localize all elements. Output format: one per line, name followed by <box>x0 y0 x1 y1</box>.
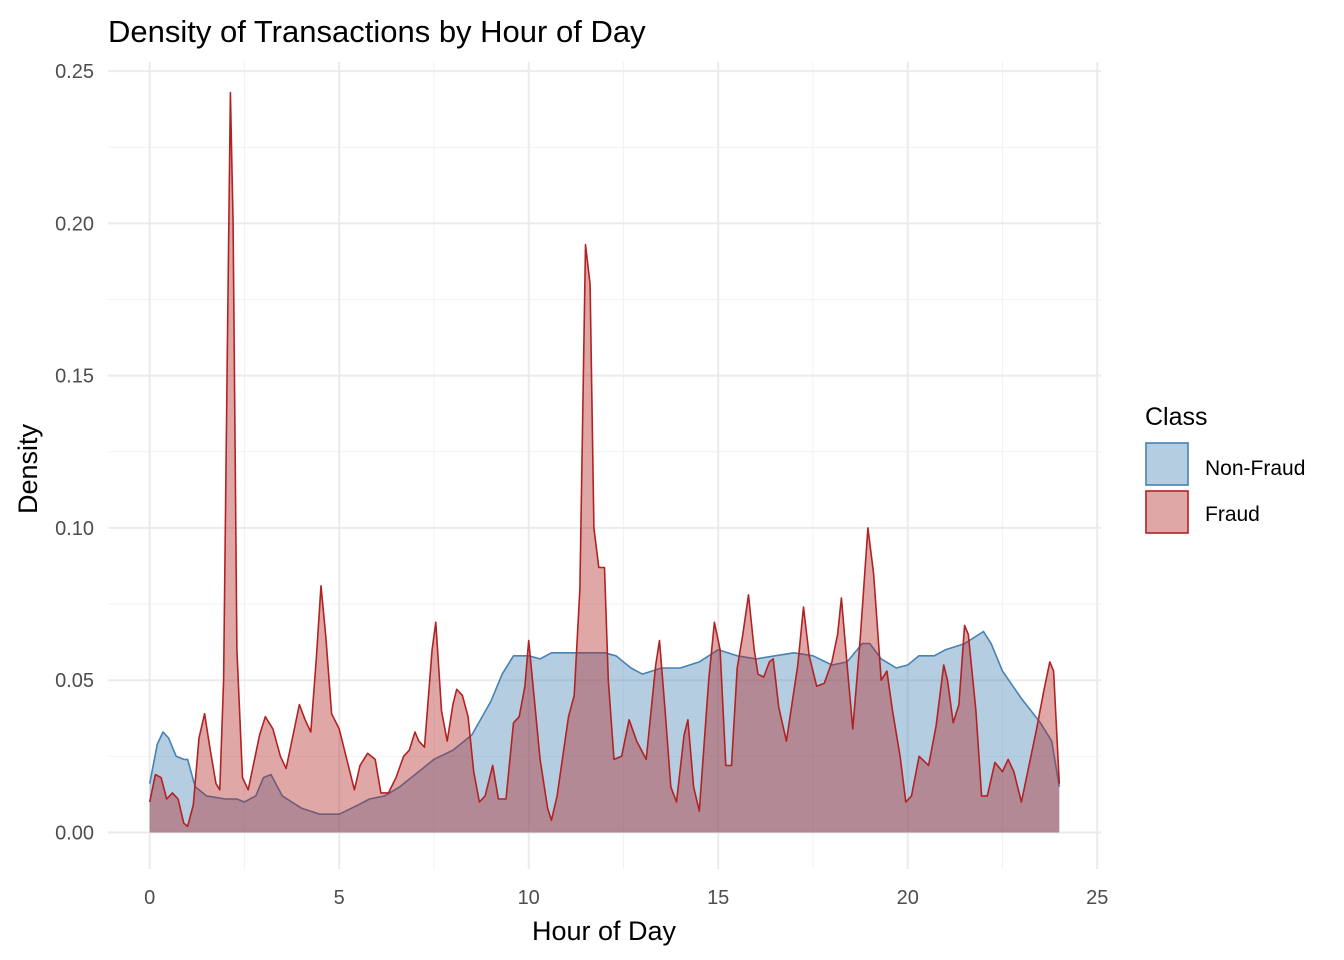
x-tick-label: 0 <box>144 887 155 909</box>
y-tick-label: 0.00 <box>55 822 94 844</box>
legend-label-fraud: Fraud <box>1205 503 1260 526</box>
density-line-fraud <box>148 91 1061 828</box>
x-tick-label: 10 <box>518 887 540 909</box>
legend: Class Non-Fraud Fraud <box>1145 403 1305 534</box>
legend-item-fraud: Fraud <box>1145 490 1260 534</box>
legend-title: Class <box>1145 403 1208 431</box>
legend-key-non-fraud <box>1145 442 1189 486</box>
legend-label-non-fraud: Non-Fraud <box>1205 457 1305 480</box>
x-tick-label: 20 <box>897 887 919 909</box>
grid-lines <box>108 62 1101 869</box>
legend-key-fraud <box>1145 490 1189 534</box>
legend-item-non-fraud: Non-Fraud <box>1145 442 1305 486</box>
y-tick-label: 0.15 <box>55 366 94 388</box>
density-line-non-fraud <box>148 630 1061 815</box>
x-axis-ticks: 0 5 10 15 20 25 <box>144 887 1108 909</box>
x-tick-label: 15 <box>707 887 729 909</box>
area-fill-non-fraud <box>149 631 1060 833</box>
x-tick-label: 25 <box>1086 887 1108 909</box>
y-axis-ticks: 0.00 0.05 0.10 0.15 0.20 0.25 <box>55 61 94 844</box>
y-tick-label: 0.05 <box>55 670 94 692</box>
y-tick-label: 0.20 <box>55 213 94 235</box>
chart-title: Density of Transactions by Hour of Day <box>108 14 646 49</box>
x-axis-label: Hour of Day <box>532 916 677 946</box>
x-tick-label: 5 <box>334 887 345 909</box>
y-tick-label: 0.10 <box>55 518 94 540</box>
y-tick-label: 0.25 <box>55 61 94 83</box>
area-fill-fraud <box>149 92 1060 833</box>
y-axis-label: Density <box>13 423 43 514</box>
density-areas <box>148 91 1061 833</box>
